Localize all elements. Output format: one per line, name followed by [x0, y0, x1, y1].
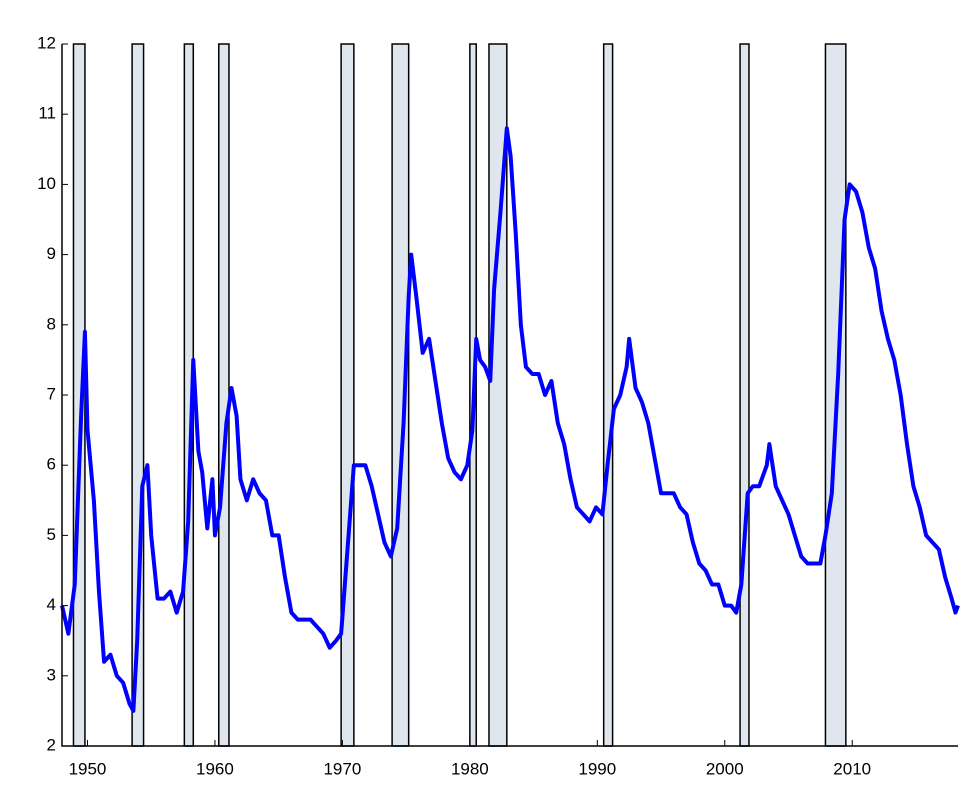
x-tick-label: 1950: [69, 759, 107, 778]
recession-band: [602, 43, 614, 747]
x-tick-label: 1970: [323, 759, 361, 778]
y-tick-label: 11: [38, 104, 56, 123]
y-tick-label: 9: [47, 244, 56, 263]
recession-band: [739, 43, 750, 747]
y-tick-label: 2: [47, 735, 56, 754]
x-tick-label: 1980: [451, 759, 489, 778]
x-tick-label: 2000: [706, 759, 744, 778]
recession-band: [340, 43, 355, 747]
x-tick-label: 1960: [196, 759, 234, 778]
y-tick-label: 4: [47, 595, 56, 614]
y-tick-label: 5: [47, 525, 56, 544]
y-tick-label: 3: [47, 665, 56, 684]
x-tick-label: 1990: [578, 759, 616, 778]
x-tick-label: 2010: [833, 759, 871, 778]
data-line: [60, 126, 960, 713]
y-tick-label: 10: [37, 174, 56, 193]
y-tick-label: 6: [47, 455, 56, 474]
y-tick-label: 8: [47, 314, 56, 333]
y-tick-label: 7: [47, 384, 56, 403]
recession-band: [218, 43, 230, 747]
y-tick-label: 12: [37, 33, 56, 52]
